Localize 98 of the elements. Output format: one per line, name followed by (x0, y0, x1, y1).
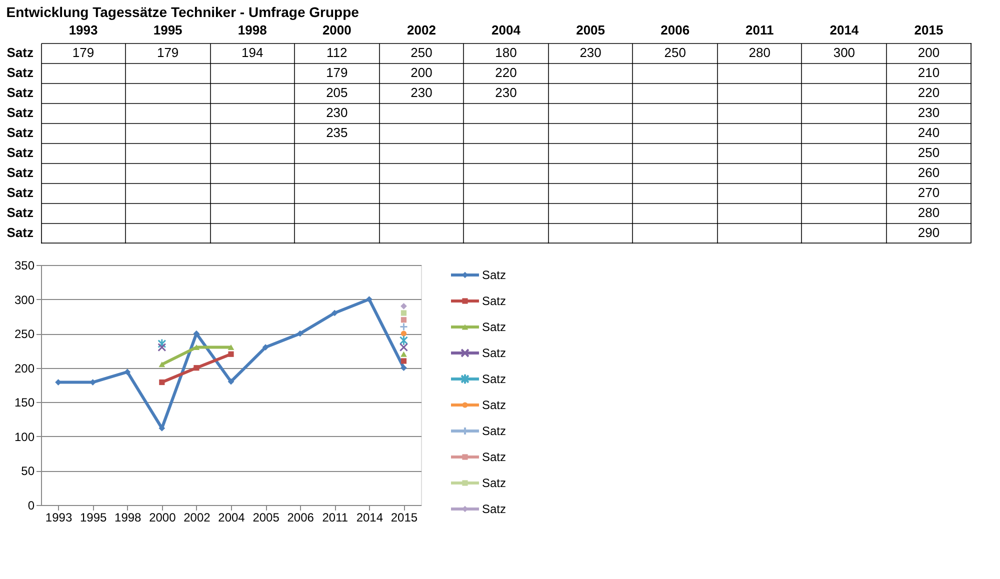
data-label: 210 (918, 65, 940, 80)
y-tick-label: 250 (14, 327, 35, 342)
x-tick-label: 1995 (153, 22, 182, 38)
data-label: 112 (326, 45, 348, 60)
y-tick-label: Satz (6, 125, 34, 140)
point (399, 335, 408, 346)
point (331, 310, 338, 316)
y-tick-label: 350 (14, 258, 35, 272)
point (400, 351, 407, 357)
y-tick-label: Satz (6, 185, 34, 200)
x-tick-label: 2011 (322, 510, 348, 524)
data-label: 220 (918, 85, 940, 100)
point (228, 378, 234, 385)
chart-title: Entwicklung Tagessätze Techniker - Umfrage Gruppe (6, 4, 360, 20)
y-tick-label: Satz (6, 45, 34, 60)
data-label: 230 (326, 105, 348, 120)
data-label: 179 (326, 65, 348, 80)
legend-label: Satz (482, 372, 506, 386)
x-tick-label: 2011 (746, 22, 774, 38)
x-tick-label: 2006 (660, 22, 690, 38)
point (158, 362, 166, 368)
x-tick-label: 2015 (390, 510, 418, 524)
x-tick-label: 2002 (406, 22, 436, 38)
legend-label: Satz (482, 346, 506, 360)
x-tick-label: 1995 (80, 510, 107, 524)
data-label: 220 (495, 65, 517, 80)
data-label: 270 (918, 185, 940, 200)
data-label: 250 (918, 145, 940, 160)
y-tick-label: Satz (6, 105, 34, 120)
point (158, 343, 166, 352)
x-tick-label: 2004 (218, 510, 246, 524)
data-label: 240 (918, 125, 940, 140)
legend-label: Satz (482, 502, 506, 516)
data-label: 250 (410, 45, 432, 60)
x-tick-label: 2015 (914, 22, 944, 38)
data-label: 230 (410, 85, 432, 100)
y-tick-label: 0 (28, 498, 35, 512)
point (262, 344, 269, 350)
data-label: 180 (495, 45, 517, 60)
legend-label: Satz (482, 450, 506, 464)
x-tick-label: 2014 (356, 510, 384, 524)
y-tick-label: 50 (21, 464, 35, 478)
point (194, 365, 200, 371)
data-label: 280 (918, 205, 940, 220)
x-tick-label: 1998 (114, 510, 142, 524)
point (159, 379, 165, 386)
x-tick-label: 1998 (238, 22, 267, 38)
y-tick-label: Satz (6, 85, 34, 100)
y-tick-label: 100 (14, 430, 35, 444)
x-tick-label: 2002 (184, 510, 211, 524)
point (228, 344, 234, 350)
data-label: 230 (580, 45, 602, 60)
x-tick-label: 2000 (322, 22, 352, 38)
data-label: 235 (326, 125, 348, 140)
point (400, 364, 407, 372)
y-tick-label: Satz (6, 165, 34, 180)
data-label: 230 (495, 85, 517, 100)
legend-label: Satz (482, 424, 506, 438)
y-tick-label: 200 (14, 361, 35, 376)
data-label: 179 (72, 45, 94, 60)
data-label: 194 (242, 45, 264, 60)
point (400, 358, 407, 364)
x-tick-label: 2014 (830, 22, 860, 38)
legend-label: Satz (482, 476, 506, 490)
point (399, 343, 408, 352)
y-tick-label: Satz (6, 205, 34, 220)
x-tick-label: 1993 (45, 510, 72, 524)
x-tick-label: 1993 (68, 22, 98, 38)
point (228, 351, 234, 357)
point (158, 338, 166, 350)
data-label: 200 (918, 45, 940, 60)
data-label: 250 (664, 45, 686, 60)
data-label: 300 (833, 45, 856, 60)
point (124, 368, 131, 376)
point (399, 322, 408, 331)
legend-label: Satz (482, 268, 506, 282)
x-tick-label: 2006 (287, 510, 314, 524)
legend-label: Satz (482, 398, 506, 412)
data-label: 205 (326, 85, 348, 100)
data-label: 290 (918, 225, 940, 240)
x-tick-label: 2000 (149, 510, 176, 524)
x-tick-label: 2004 (492, 22, 522, 38)
legend-label: Satz (482, 320, 506, 334)
y-tick-label: Satz (6, 225, 34, 240)
data-label: 280 (748, 45, 770, 60)
y-tick-label: Satz (6, 65, 34, 80)
data-label: 230 (918, 105, 940, 120)
point (296, 330, 304, 337)
data-label: 260 (918, 165, 940, 180)
data-label: 179 (156, 45, 179, 60)
y-tick-label: 300 (14, 292, 35, 307)
data-label: 200 (410, 65, 432, 80)
y-tick-label: 150 (14, 396, 35, 410)
point (366, 296, 372, 302)
x-tick-label: 2005 (576, 22, 606, 38)
y-tick-label: Satz (6, 145, 34, 160)
x-tick-label: 2005 (252, 510, 280, 524)
legend-label: Satz (482, 294, 506, 308)
